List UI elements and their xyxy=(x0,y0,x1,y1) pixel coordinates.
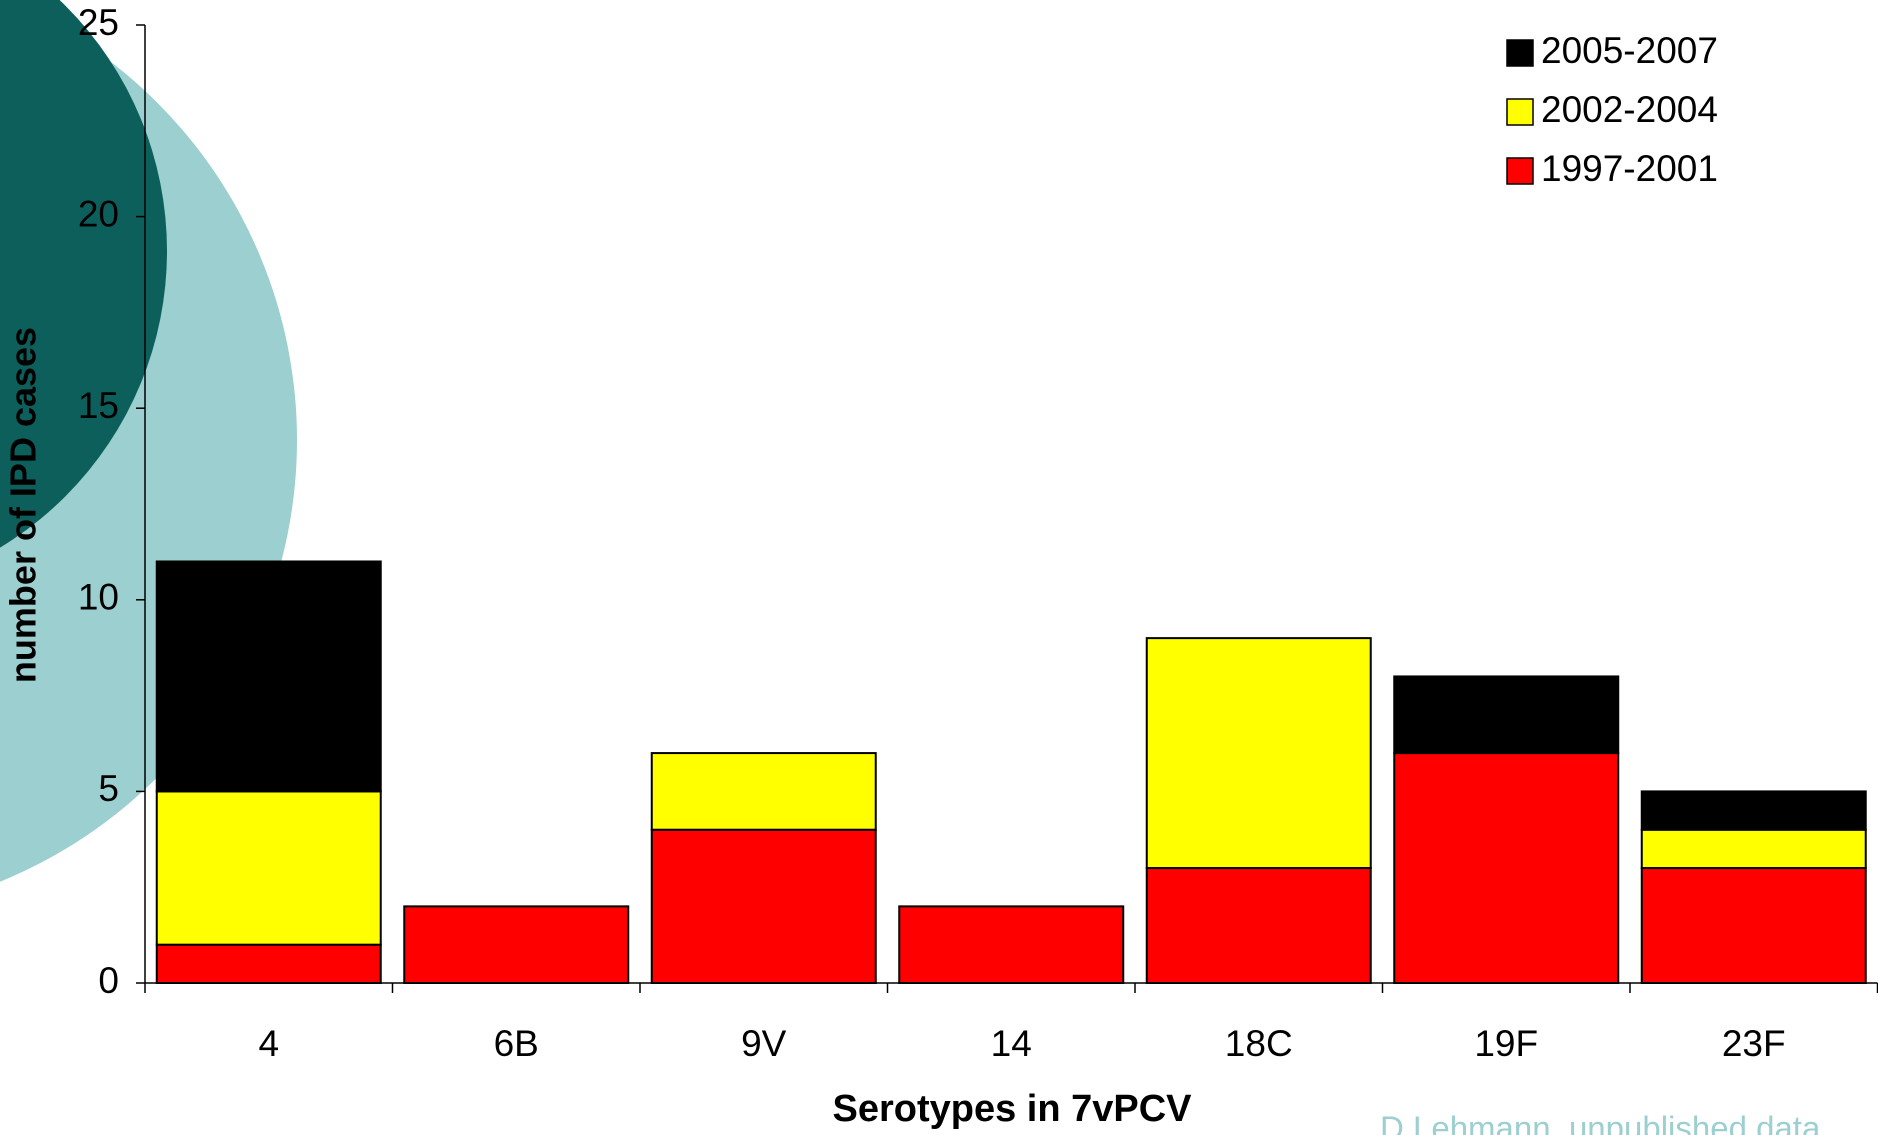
legend-label: 1997-2001 xyxy=(1541,148,1718,189)
bar-segment xyxy=(155,790,382,946)
bar-segment xyxy=(898,905,1125,984)
legend-swatch xyxy=(1506,98,1534,126)
bar-segment xyxy=(1393,752,1620,985)
x-tick-label: 14 xyxy=(991,1023,1032,1064)
legend-label: 2002-2004 xyxy=(1541,89,1718,130)
bar-segment xyxy=(1393,675,1620,755)
legend-swatch xyxy=(1506,157,1534,185)
legend-swatch xyxy=(1506,39,1534,67)
decor-circle-dark xyxy=(0,0,167,548)
bar-segment xyxy=(1145,637,1372,870)
y-tick-label: 5 xyxy=(98,768,119,809)
x-tick-label: 23F xyxy=(1722,1023,1786,1064)
y-tick-label: 15 xyxy=(78,385,119,426)
x-tick-label: 19F xyxy=(1474,1023,1538,1064)
bar-segment xyxy=(155,943,382,984)
x-axis-title: Serotypes in 7vPCV xyxy=(832,1088,1192,1130)
bar-segment xyxy=(650,828,877,984)
bar-segment xyxy=(1640,867,1867,984)
x-tick-label: 6B xyxy=(494,1023,539,1064)
legend-label: 2005-2007 xyxy=(1541,30,1718,71)
bar-segment xyxy=(155,560,382,793)
bar-segment xyxy=(1640,790,1867,831)
bar-segment xyxy=(650,752,877,831)
y-tick-label: 25 xyxy=(78,2,119,43)
x-tick-label: 9V xyxy=(741,1023,787,1064)
bar-segment xyxy=(1640,828,1867,870)
x-tick-label: 18C xyxy=(1225,1023,1293,1064)
annotation: D Lehmann, unpublished data xyxy=(1380,1110,1821,1135)
y-axis-title: number of IPD cases xyxy=(3,327,44,683)
y-tick-label: 0 xyxy=(98,960,119,1001)
x-tick-label: 4 xyxy=(258,1023,279,1064)
bar-segment xyxy=(403,905,630,984)
y-tick-label: 10 xyxy=(78,577,119,618)
bar-segment xyxy=(1145,867,1372,984)
y-tick-label: 20 xyxy=(78,193,119,234)
